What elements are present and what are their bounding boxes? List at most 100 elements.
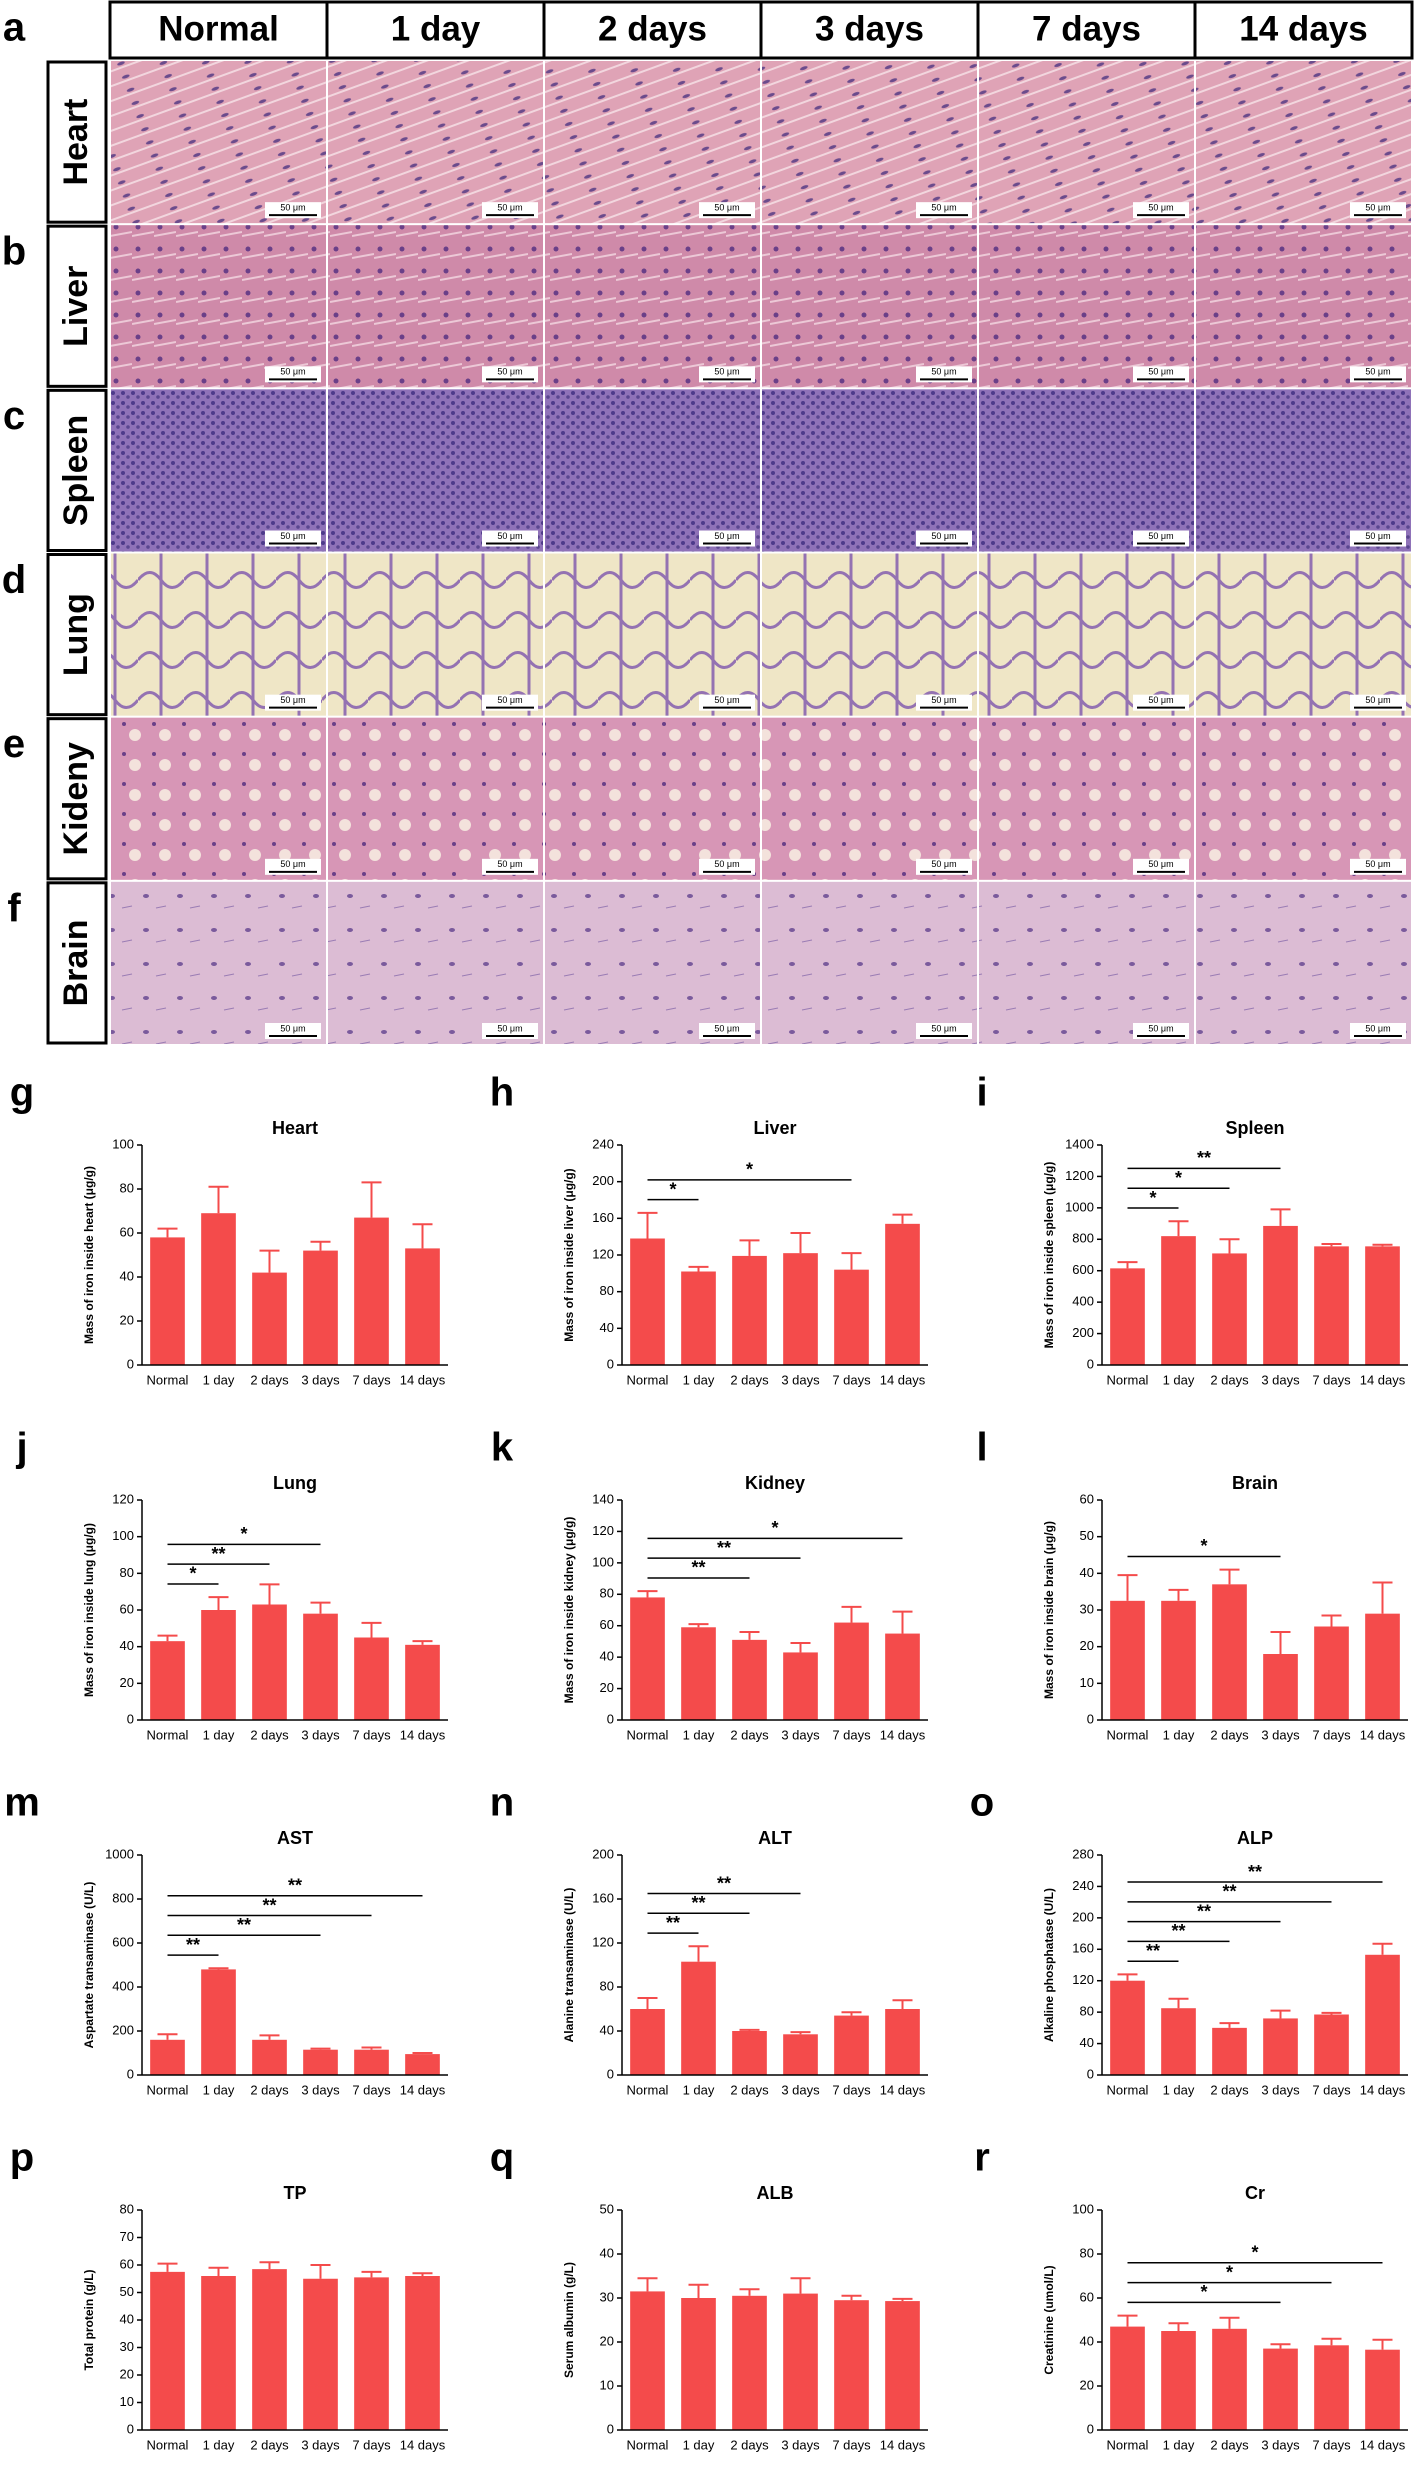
histology-image xyxy=(545,61,760,224)
x-tick-label: 7 days xyxy=(832,2437,871,2452)
y-tick-label: 200 xyxy=(592,1173,614,1188)
bar xyxy=(201,2276,236,2430)
histology-image xyxy=(111,553,326,716)
panel-letter: d xyxy=(2,558,26,602)
bar xyxy=(405,2054,440,2075)
x-tick-label: 14 days xyxy=(880,2082,926,2097)
histology-image xyxy=(328,881,543,1044)
x-tick-label: 7 days xyxy=(832,2082,871,2097)
bar xyxy=(630,2291,665,2430)
y-tick-label: 100 xyxy=(1072,2201,1094,2216)
row-label-cell xyxy=(46,717,108,881)
y-tick-label: 40 xyxy=(600,1320,614,1335)
histology-image xyxy=(1196,61,1411,224)
x-tick-label: 14 days xyxy=(1360,1372,1406,1387)
error-bar xyxy=(637,1997,658,2009)
x-tick-label: 7 days xyxy=(352,1372,391,1387)
panel-letter: k xyxy=(491,1426,514,1470)
y-tick-label: 40 xyxy=(120,2311,134,2326)
significance-label: ** xyxy=(1248,1862,1262,1882)
y-tick-label: 0 xyxy=(127,2421,134,2436)
histology-image xyxy=(979,553,1194,716)
bar xyxy=(150,1641,185,1720)
error-bar xyxy=(208,1967,229,1970)
scale-bar-label: 50 μm xyxy=(1365,859,1390,869)
error-bar xyxy=(1270,2343,1291,2349)
significance-label: ** xyxy=(717,1538,731,1558)
x-tick-label: 1 day xyxy=(683,1727,715,1742)
y-tick-label: 30 xyxy=(120,2339,134,2354)
histology-image xyxy=(545,225,760,388)
bar xyxy=(354,1637,389,1720)
x-tick-label: 1 day xyxy=(1163,1372,1195,1387)
row-label: Lung xyxy=(57,593,95,676)
y-tick-label: 100 xyxy=(112,1136,134,1151)
x-tick-label: 14 days xyxy=(400,2082,446,2097)
y-tick-label: 20 xyxy=(1080,1638,1094,1653)
error-bar xyxy=(1321,1614,1342,1627)
histology-image xyxy=(328,717,543,880)
significance-label: * xyxy=(1226,2262,1233,2282)
y-axis-label: Serum albumin (g/L) xyxy=(562,2262,576,2378)
y-axis-label: Mass of iron inside liver (μg/g) xyxy=(562,1168,576,1341)
error-bar xyxy=(841,2011,862,2016)
column-header-cell xyxy=(1193,0,1414,60)
y-tick-label: 60 xyxy=(120,1224,134,1239)
error-bar xyxy=(1168,1997,1189,2009)
bar xyxy=(681,1627,716,1720)
panel-letter: m xyxy=(4,1781,40,1825)
y-tick-label: 160 xyxy=(592,1210,614,1225)
x-tick-label: 7 days xyxy=(1312,2082,1351,2097)
x-tick-label: 2 days xyxy=(1210,2082,1249,2097)
bar xyxy=(732,2031,767,2075)
x-tick-label: 2 days xyxy=(250,2082,289,2097)
bar xyxy=(1212,1584,1247,1720)
row-label: Liver xyxy=(57,266,95,347)
bar xyxy=(252,1604,287,1720)
y-tick-label: 40 xyxy=(1080,2035,1094,2050)
x-tick-label: 1 day xyxy=(1163,2082,1195,2097)
error-bar xyxy=(892,1999,913,2009)
bar xyxy=(354,2049,389,2075)
x-tick-label: Normal xyxy=(147,1372,189,1387)
error-bar xyxy=(1219,1238,1240,1254)
y-tick-label: 0 xyxy=(127,1711,134,1726)
error-bar xyxy=(259,2034,280,2040)
y-tick-label: 20 xyxy=(120,2366,134,2381)
error-bar xyxy=(1270,2009,1291,2019)
error-bar xyxy=(208,1596,229,1610)
bar xyxy=(834,2015,869,2075)
bar xyxy=(201,1610,236,1720)
error-bar xyxy=(1270,1208,1291,1226)
bar xyxy=(1263,2018,1298,2075)
column-header-cell xyxy=(542,0,763,60)
error-bar xyxy=(892,1610,913,1634)
chart-title: ALB xyxy=(757,2183,794,2203)
y-tick-label: 0 xyxy=(127,1356,134,1371)
column-header: 1 day xyxy=(391,9,481,48)
x-tick-label: 3 days xyxy=(1261,1372,1300,1387)
chart-title: ALP xyxy=(1237,1828,1273,1848)
error-bar xyxy=(739,1631,760,1640)
y-tick-label: 200 xyxy=(1072,1325,1094,1340)
bar xyxy=(1365,1954,1400,2075)
x-tick-label: 3 days xyxy=(301,2437,340,2452)
x-tick-label: 7 days xyxy=(352,2437,391,2452)
x-tick-label: 7 days xyxy=(352,1727,391,1742)
bar xyxy=(1161,2331,1196,2430)
error-bar xyxy=(208,2266,229,2276)
scale-bar-label: 50 μm xyxy=(497,203,522,213)
bar xyxy=(1263,1654,1298,1720)
significance-label: * xyxy=(1200,2282,1207,2302)
error-bar xyxy=(841,1605,862,1623)
x-tick-label: 3 days xyxy=(301,1727,340,1742)
bar xyxy=(885,2009,920,2075)
bar xyxy=(354,1217,389,1365)
error-bar xyxy=(259,2261,280,2270)
error-bar xyxy=(361,2046,382,2050)
bar xyxy=(303,2278,338,2430)
panel-letter: j xyxy=(15,1426,27,1470)
y-axis-label: Total protein (g/L) xyxy=(82,2269,96,2370)
chart-title: Lung xyxy=(273,1473,317,1493)
